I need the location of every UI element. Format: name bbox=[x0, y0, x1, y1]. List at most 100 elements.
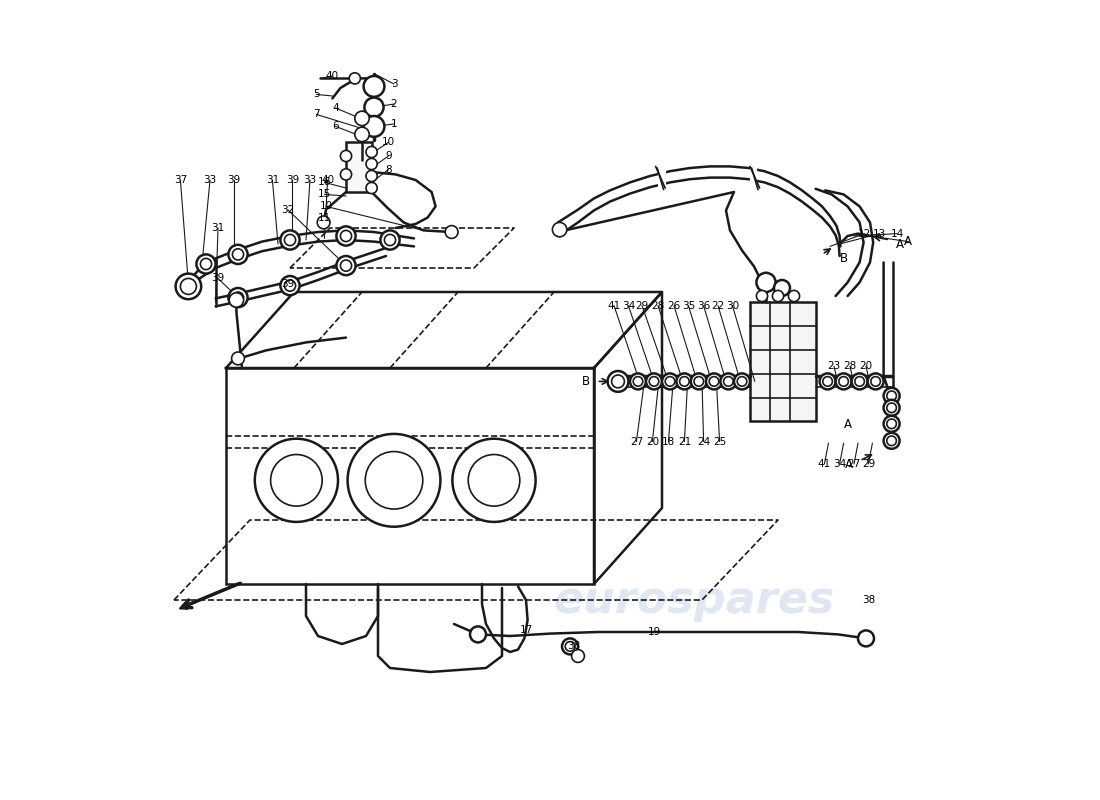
Text: 39: 39 bbox=[211, 274, 224, 283]
Circle shape bbox=[285, 280, 296, 291]
Circle shape bbox=[737, 377, 747, 386]
Circle shape bbox=[710, 377, 718, 386]
Text: 2: 2 bbox=[390, 99, 397, 109]
Text: B: B bbox=[582, 375, 590, 388]
Circle shape bbox=[774, 280, 790, 296]
Text: 10: 10 bbox=[382, 138, 395, 147]
Text: 20: 20 bbox=[646, 437, 659, 446]
Circle shape bbox=[883, 400, 900, 416]
Circle shape bbox=[887, 403, 896, 413]
Circle shape bbox=[364, 98, 384, 117]
Circle shape bbox=[883, 416, 900, 432]
Text: 32: 32 bbox=[280, 205, 294, 214]
Text: 1: 1 bbox=[390, 119, 397, 129]
Circle shape bbox=[734, 374, 750, 390]
Circle shape bbox=[232, 352, 244, 365]
Text: 9: 9 bbox=[385, 151, 392, 161]
Circle shape bbox=[337, 226, 355, 246]
Text: A: A bbox=[845, 458, 854, 471]
Text: 39: 39 bbox=[286, 175, 299, 185]
Circle shape bbox=[365, 451, 422, 509]
Circle shape bbox=[607, 371, 628, 392]
Circle shape bbox=[720, 374, 736, 390]
Text: 34: 34 bbox=[621, 301, 635, 310]
Text: 14: 14 bbox=[891, 229, 904, 238]
Circle shape bbox=[337, 256, 355, 275]
Circle shape bbox=[612, 375, 625, 388]
Circle shape bbox=[469, 454, 520, 506]
Circle shape bbox=[176, 274, 201, 299]
Circle shape bbox=[646, 374, 662, 390]
Text: 39: 39 bbox=[280, 279, 294, 289]
Text: A: A bbox=[904, 235, 912, 248]
Text: 40: 40 bbox=[326, 71, 339, 81]
Circle shape bbox=[789, 290, 800, 302]
Circle shape bbox=[572, 650, 584, 662]
Circle shape bbox=[197, 254, 216, 274]
Circle shape bbox=[349, 73, 361, 84]
Circle shape bbox=[851, 374, 868, 390]
Circle shape bbox=[676, 374, 692, 390]
Text: 20: 20 bbox=[859, 362, 872, 371]
Text: 27: 27 bbox=[630, 437, 644, 446]
Circle shape bbox=[452, 438, 536, 522]
Circle shape bbox=[630, 374, 646, 390]
Text: 12: 12 bbox=[858, 229, 871, 238]
Circle shape bbox=[706, 374, 722, 390]
Circle shape bbox=[384, 234, 396, 246]
Circle shape bbox=[887, 436, 896, 446]
Text: 11: 11 bbox=[318, 213, 331, 222]
Circle shape bbox=[271, 454, 322, 506]
Circle shape bbox=[364, 116, 384, 137]
Circle shape bbox=[229, 288, 248, 307]
Text: 28: 28 bbox=[651, 301, 664, 310]
Text: 26: 26 bbox=[668, 301, 681, 310]
Text: 29: 29 bbox=[861, 459, 875, 469]
Text: 6: 6 bbox=[332, 122, 339, 131]
Circle shape bbox=[724, 377, 734, 386]
Text: B: B bbox=[839, 252, 848, 265]
Text: 33: 33 bbox=[204, 175, 217, 185]
Text: 5: 5 bbox=[314, 90, 320, 99]
Circle shape bbox=[666, 377, 674, 386]
Circle shape bbox=[691, 374, 707, 390]
Circle shape bbox=[255, 438, 338, 522]
Text: 16: 16 bbox=[318, 178, 331, 187]
Text: A: A bbox=[895, 238, 903, 250]
Text: 21: 21 bbox=[678, 437, 691, 446]
Circle shape bbox=[348, 434, 440, 526]
Text: 27: 27 bbox=[847, 459, 860, 469]
Circle shape bbox=[649, 377, 659, 386]
Text: 17: 17 bbox=[519, 626, 532, 635]
Circle shape bbox=[366, 158, 377, 170]
Text: 30: 30 bbox=[726, 301, 739, 310]
Circle shape bbox=[381, 230, 399, 250]
Circle shape bbox=[562, 638, 578, 654]
Circle shape bbox=[232, 249, 243, 260]
Circle shape bbox=[757, 273, 776, 292]
Circle shape bbox=[836, 374, 851, 390]
Circle shape bbox=[552, 222, 567, 237]
Text: 24: 24 bbox=[697, 437, 711, 446]
Text: 40: 40 bbox=[321, 175, 334, 185]
Circle shape bbox=[355, 111, 370, 126]
Text: 41: 41 bbox=[607, 301, 620, 310]
Circle shape bbox=[280, 230, 299, 250]
Text: 25: 25 bbox=[713, 437, 726, 446]
Circle shape bbox=[694, 377, 704, 386]
Circle shape bbox=[446, 226, 458, 238]
Circle shape bbox=[285, 234, 296, 246]
Circle shape bbox=[229, 293, 243, 307]
Circle shape bbox=[634, 377, 642, 386]
Circle shape bbox=[340, 260, 352, 271]
Text: 10: 10 bbox=[319, 202, 332, 211]
Text: 39: 39 bbox=[228, 175, 241, 185]
Text: 36: 36 bbox=[697, 301, 711, 310]
Circle shape bbox=[229, 245, 248, 264]
Text: 31: 31 bbox=[211, 223, 224, 233]
Text: 23: 23 bbox=[827, 362, 840, 371]
Circle shape bbox=[366, 170, 377, 182]
Circle shape bbox=[883, 433, 900, 449]
Text: 22: 22 bbox=[712, 301, 725, 310]
Text: 38: 38 bbox=[861, 595, 875, 605]
